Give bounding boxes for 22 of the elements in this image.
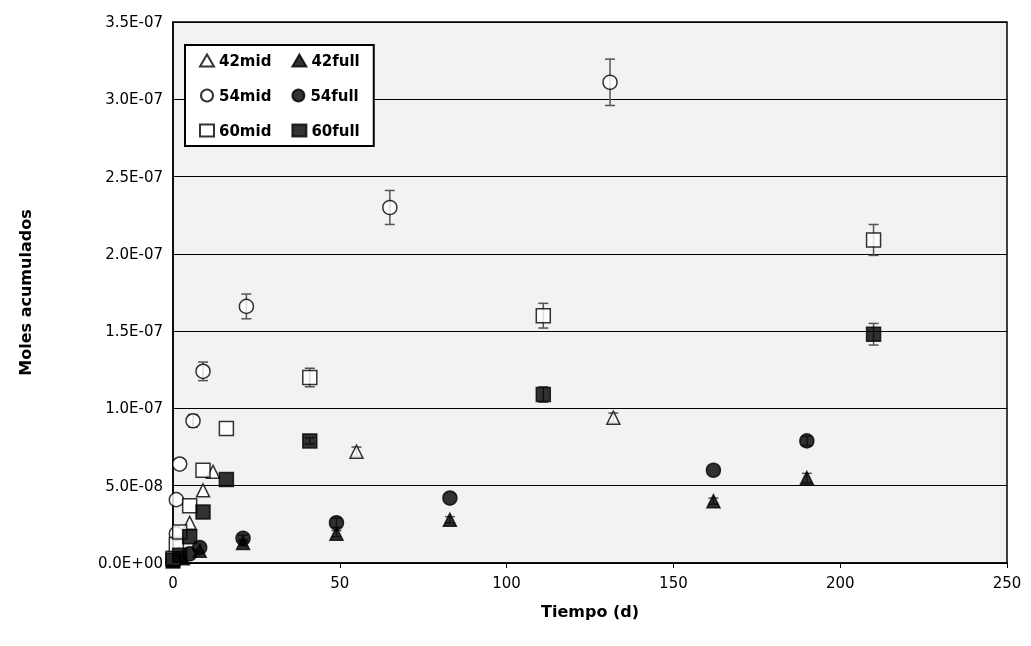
x-axis-title: Tiempo (d) [540,601,640,621]
legend-label: 54full [310,86,359,105]
legend-label: 42full [311,51,360,70]
legend-label: 54mid [219,86,272,105]
y-tick-label: 0.0E+00 [98,554,163,572]
y-tick-label: 2.0E-07 [105,244,163,263]
y-tick-label: 1.0E-07 [105,399,163,418]
x-tick-label: 0 [168,573,178,592]
y-tick-label: 3.0E-07 [105,90,163,109]
x-tick-label: 150 [659,573,688,592]
legend-label: 60full [311,121,360,140]
x-tick-label: 200 [825,573,855,592]
legend-label: 42mid [219,51,272,70]
legend-label: 60mid [219,121,272,140]
y-axis-title: Moles acumulados [15,209,35,376]
y-tick-label: 3.5E-07 [105,13,163,31]
x-tick-label: 100 [492,573,521,592]
y-tick-label: 2.5E-07 [105,167,163,186]
x-tick-label: 250 [992,573,1022,592]
y-tick-label: 5.0E-08 [105,476,163,495]
y-tick-label: 1.5E-07 [105,322,163,341]
x-tick-label: 50 [330,573,350,592]
